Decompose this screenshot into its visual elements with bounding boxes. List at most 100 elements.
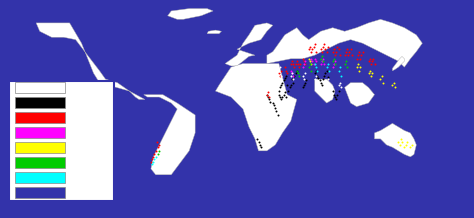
Point [153, 141, 161, 144]
Point [323, 65, 330, 69]
Point [322, 71, 329, 75]
Point [334, 93, 341, 96]
Point [365, 60, 372, 63]
FancyBboxPatch shape [15, 112, 65, 123]
Point [275, 71, 283, 75]
Point [361, 93, 369, 96]
Point [397, 137, 405, 141]
Point [320, 62, 328, 65]
Point [269, 101, 277, 105]
Point [359, 89, 366, 93]
Point [330, 62, 337, 65]
Point [149, 155, 157, 158]
Polygon shape [144, 95, 195, 175]
Point [307, 62, 315, 65]
Point [311, 62, 319, 65]
Point [389, 83, 396, 87]
Point [329, 60, 337, 63]
Point [276, 74, 284, 77]
Point [312, 74, 319, 77]
Point [300, 77, 308, 81]
Point [290, 81, 297, 84]
Point [343, 65, 351, 69]
Point [324, 75, 332, 78]
Point [295, 65, 303, 69]
Point [354, 62, 362, 65]
Point [263, 93, 271, 96]
Point [366, 69, 374, 72]
Point [341, 53, 348, 57]
Point [330, 57, 337, 61]
Point [320, 43, 328, 46]
Point [377, 77, 384, 81]
Point [319, 77, 327, 81]
Point [267, 100, 274, 104]
Point [305, 48, 312, 51]
Point [317, 62, 325, 65]
FancyBboxPatch shape [15, 157, 65, 168]
Point [317, 57, 325, 61]
Point [313, 81, 321, 84]
Point [287, 83, 295, 87]
Polygon shape [225, 23, 273, 66]
Point [312, 50, 319, 53]
Point [291, 74, 298, 77]
Point [280, 93, 287, 96]
Point [270, 104, 278, 107]
Point [292, 71, 300, 75]
Point [301, 60, 309, 63]
Point [313, 74, 321, 77]
Point [313, 69, 321, 72]
Point [329, 65, 337, 69]
Point [257, 146, 264, 149]
FancyBboxPatch shape [15, 97, 65, 108]
Point [151, 157, 158, 161]
Point [300, 62, 308, 65]
Point [348, 83, 356, 87]
Point [292, 62, 300, 65]
Point [323, 50, 330, 53]
Point [297, 62, 304, 65]
Point [291, 65, 298, 69]
Point [407, 146, 414, 149]
Polygon shape [374, 123, 416, 157]
Point [311, 71, 319, 75]
Point [295, 74, 303, 77]
Point [151, 153, 158, 156]
Point [331, 60, 339, 63]
Polygon shape [392, 56, 404, 71]
Point [280, 78, 287, 82]
Point [301, 81, 309, 84]
Point [294, 62, 302, 65]
Point [155, 153, 162, 156]
Point [342, 60, 350, 63]
Point [306, 60, 314, 63]
Point [331, 62, 339, 65]
Point [319, 57, 327, 61]
Point [347, 86, 355, 89]
Point [277, 74, 285, 77]
Point [367, 62, 375, 65]
Point [272, 106, 279, 110]
Point [402, 143, 410, 147]
Point [283, 71, 291, 75]
Point [355, 50, 363, 53]
Polygon shape [216, 64, 297, 151]
Point [300, 60, 308, 63]
Point [401, 146, 408, 149]
Point [337, 74, 345, 77]
Point [290, 62, 297, 65]
Point [371, 62, 378, 65]
Point [318, 50, 326, 53]
Point [309, 48, 316, 51]
Point [332, 98, 340, 101]
Polygon shape [315, 79, 335, 103]
Point [281, 76, 289, 80]
Point [322, 48, 329, 51]
Point [335, 83, 342, 87]
FancyBboxPatch shape [15, 82, 65, 93]
Polygon shape [267, 19, 422, 67]
Point [307, 69, 315, 72]
Point [276, 95, 284, 99]
Point [288, 77, 296, 81]
